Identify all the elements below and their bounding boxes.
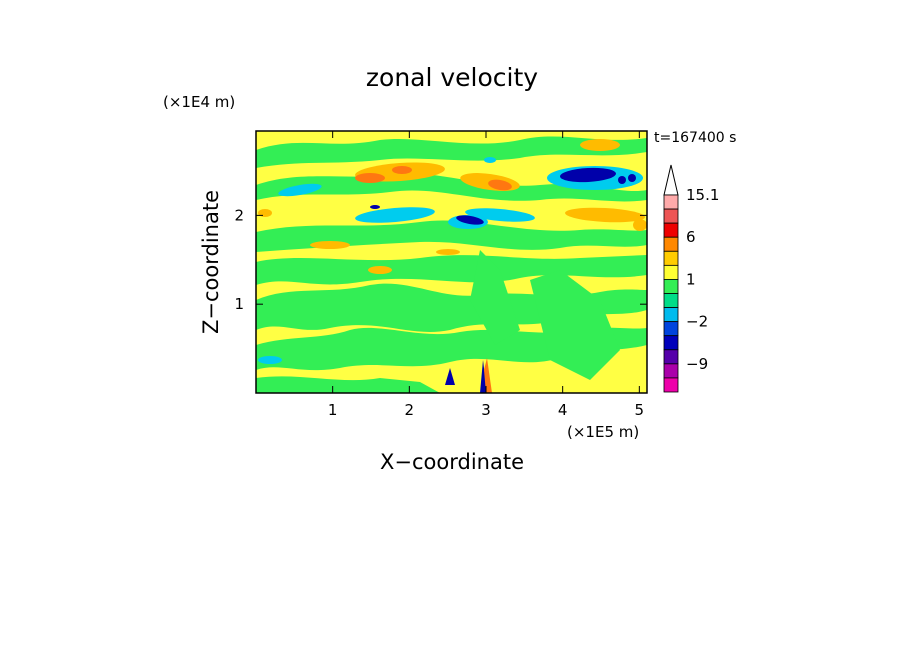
green-band bbox=[470, 250, 520, 345]
colorbar-segment bbox=[663, 377, 679, 393]
orange-patch bbox=[310, 241, 350, 249]
colorbar-segment bbox=[663, 321, 679, 337]
plot-frame bbox=[255, 130, 648, 394]
y-axis-ticks: 12 bbox=[234, 206, 647, 313]
green-band bbox=[256, 376, 440, 393]
green-band bbox=[256, 220, 647, 252]
y-tick-label: 1 bbox=[234, 295, 244, 313]
colorbar-segment bbox=[663, 250, 679, 266]
colorbar-segment bbox=[663, 307, 679, 323]
x-tick-label: 4 bbox=[558, 401, 568, 419]
colorbar-segment bbox=[663, 264, 679, 280]
red-orange-patch bbox=[355, 173, 385, 183]
y-tick-label: 2 bbox=[234, 206, 244, 224]
colorbar-tick-label: 6 bbox=[686, 228, 696, 246]
colorbar-extend-arrow bbox=[663, 164, 679, 196]
orange-patch bbox=[633, 219, 647, 231]
blue-spike bbox=[480, 360, 487, 393]
chart-title: zonal velocity bbox=[366, 63, 538, 92]
colorbar: 15.1 6 1 −2 −9 bbox=[663, 164, 719, 393]
green-band bbox=[256, 136, 647, 168]
colorbar-segment bbox=[663, 363, 679, 379]
colorbar-segment bbox=[663, 293, 679, 308]
blue-patch bbox=[370, 205, 380, 209]
cyan-patch bbox=[355, 207, 435, 223]
orange-patch bbox=[565, 207, 645, 223]
colorbar-tick-label: −2 bbox=[686, 313, 708, 331]
contour-field bbox=[256, 131, 647, 393]
colorbar-segment bbox=[663, 194, 679, 210]
x-tick-label: 1 bbox=[328, 401, 338, 419]
orange-patch bbox=[580, 139, 620, 151]
colorbar-segment bbox=[663, 208, 679, 224]
blue-patch bbox=[628, 174, 636, 182]
colorbar-segment bbox=[663, 335, 679, 351]
y-scale-label: (×1E4 m) bbox=[163, 93, 235, 111]
red-orange-patch bbox=[488, 179, 512, 191]
colorbar-segment bbox=[663, 279, 679, 294]
colorbar-segment bbox=[663, 349, 679, 365]
colorbar-segment bbox=[663, 236, 679, 252]
x-scale-label: (×1E5 m) bbox=[567, 423, 639, 441]
green-band bbox=[256, 255, 647, 285]
cyan-patch bbox=[278, 183, 322, 197]
blue-patch bbox=[456, 215, 484, 225]
colorbar-segment bbox=[663, 222, 679, 238]
orange-patch bbox=[368, 266, 392, 274]
blue-patch bbox=[618, 176, 626, 184]
red-orange-spike bbox=[484, 358, 492, 393]
x-tick-label: 5 bbox=[635, 401, 645, 419]
blue-patch bbox=[560, 167, 616, 183]
time-label: t=167400 s bbox=[654, 130, 736, 146]
red-orange-patch bbox=[392, 166, 412, 174]
green-band bbox=[256, 173, 647, 202]
cyan-patch bbox=[484, 157, 496, 163]
x-axis-label: X−coordinate bbox=[380, 450, 524, 474]
colorbar-tick-label: 15.1 bbox=[686, 186, 719, 204]
orange-patch bbox=[436, 249, 460, 255]
blue-spike bbox=[445, 368, 455, 385]
cyan-patch bbox=[258, 356, 282, 364]
x-tick-label: 3 bbox=[481, 401, 491, 419]
y-axis-label: Z−coordinate bbox=[199, 190, 223, 334]
green-band bbox=[530, 270, 620, 380]
colorbar-tick-label: 1 bbox=[686, 270, 696, 288]
x-tick-label: 2 bbox=[405, 401, 415, 419]
x-axis-ticks: 1 2 3 4 5 bbox=[328, 131, 644, 419]
colorbar-tick-label: −9 bbox=[686, 355, 708, 373]
